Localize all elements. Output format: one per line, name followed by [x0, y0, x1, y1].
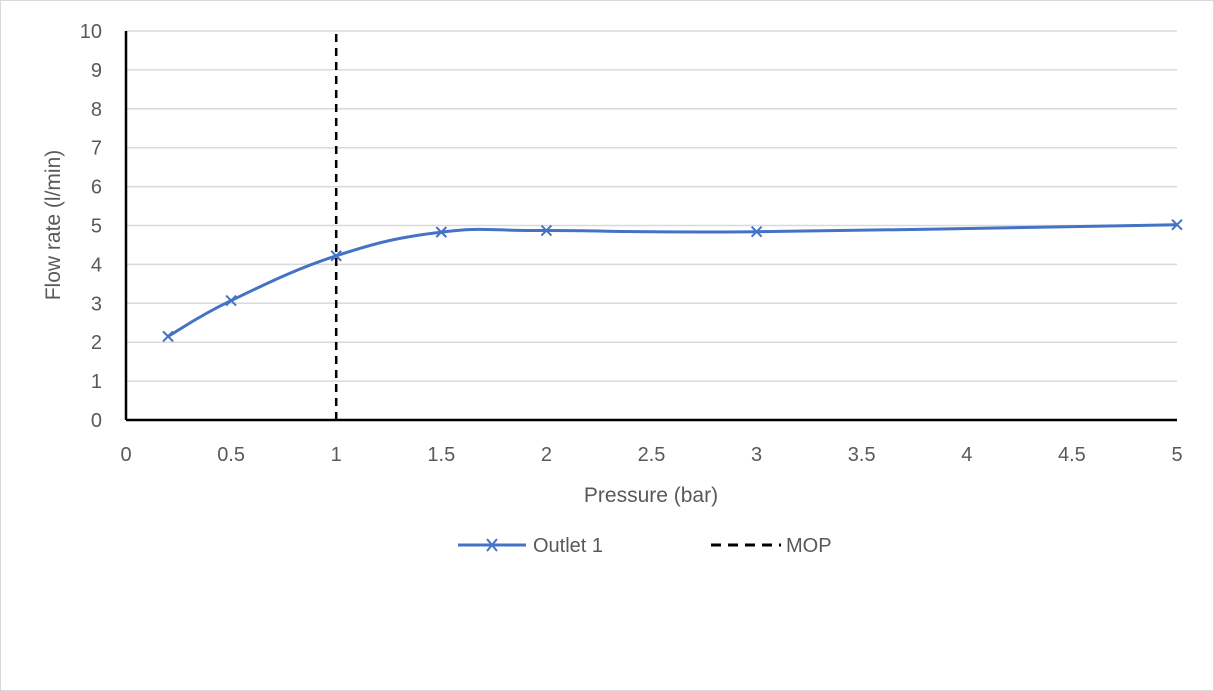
series-outlet-1-point — [162, 330, 174, 343]
y-tick-label: 5 — [91, 216, 102, 238]
legend: Outlet 1 MOP — [458, 535, 832, 557]
y-tick-label: 1 — [91, 371, 102, 393]
gridlines — [126, 30, 1177, 382]
x-tick-label: 4.5 — [1058, 444, 1086, 466]
y-tick-label: 4 — [91, 254, 102, 276]
x-tick-label: 0.5 — [217, 444, 245, 466]
y-tick-label: 9 — [91, 60, 102, 82]
series-outlet-1-point — [435, 226, 448, 238]
y-tick-label: 0 — [91, 410, 102, 432]
legend-outlet-1-label: Outlet 1 — [533, 535, 603, 557]
x-tick-label: 3.5 — [848, 444, 876, 466]
y-tick-label: 8 — [91, 99, 102, 121]
series-outlet-1-point — [540, 224, 553, 237]
x-tick-label: 2.5 — [638, 444, 666, 466]
y-tick-label: 6 — [91, 177, 102, 199]
series-outlet-1-point — [750, 226, 763, 238]
y-tick-label: 10 — [80, 21, 102, 43]
tick-labels: 0 1 2 3 4 5 6 7 8 9 10 0 0.5 1 1.5 2 2.5 3 3.5 4 4.5 5 — [80, 21, 1183, 466]
legend-item-mop: MOP — [711, 535, 832, 557]
series-outlet-1-point — [225, 294, 237, 307]
axes — [124, 31, 1177, 422]
series-layer — [162, 31, 1183, 420]
x-tick-label: 1.5 — [427, 444, 455, 466]
legend-outlet-1-marker — [486, 538, 498, 552]
x-tick-label: 5 — [1171, 444, 1182, 466]
y-axis-title: Flow rate (l/min) — [42, 150, 65, 301]
y-tick-label: 7 — [91, 138, 102, 160]
x-tick-label: 0 — [120, 444, 131, 466]
series-outlet-1-line — [167, 223, 1178, 338]
series-outlet-1-point — [330, 250, 342, 262]
legend-item-outlet-1: Outlet 1 — [458, 535, 603, 557]
x-axis-title: Pressure (bar) — [584, 484, 718, 507]
y-tick-label: 2 — [91, 332, 102, 354]
x-tick-label: 1 — [331, 444, 342, 466]
y-tick-label: 3 — [91, 293, 102, 315]
x-tick-label: 3 — [751, 444, 762, 466]
x-tick-label: 2 — [541, 444, 552, 466]
series-outlet-1-point — [1171, 219, 1183, 231]
legend-mop-label: MOP — [786, 535, 832, 557]
x-tick-label: 4 — [961, 444, 972, 466]
